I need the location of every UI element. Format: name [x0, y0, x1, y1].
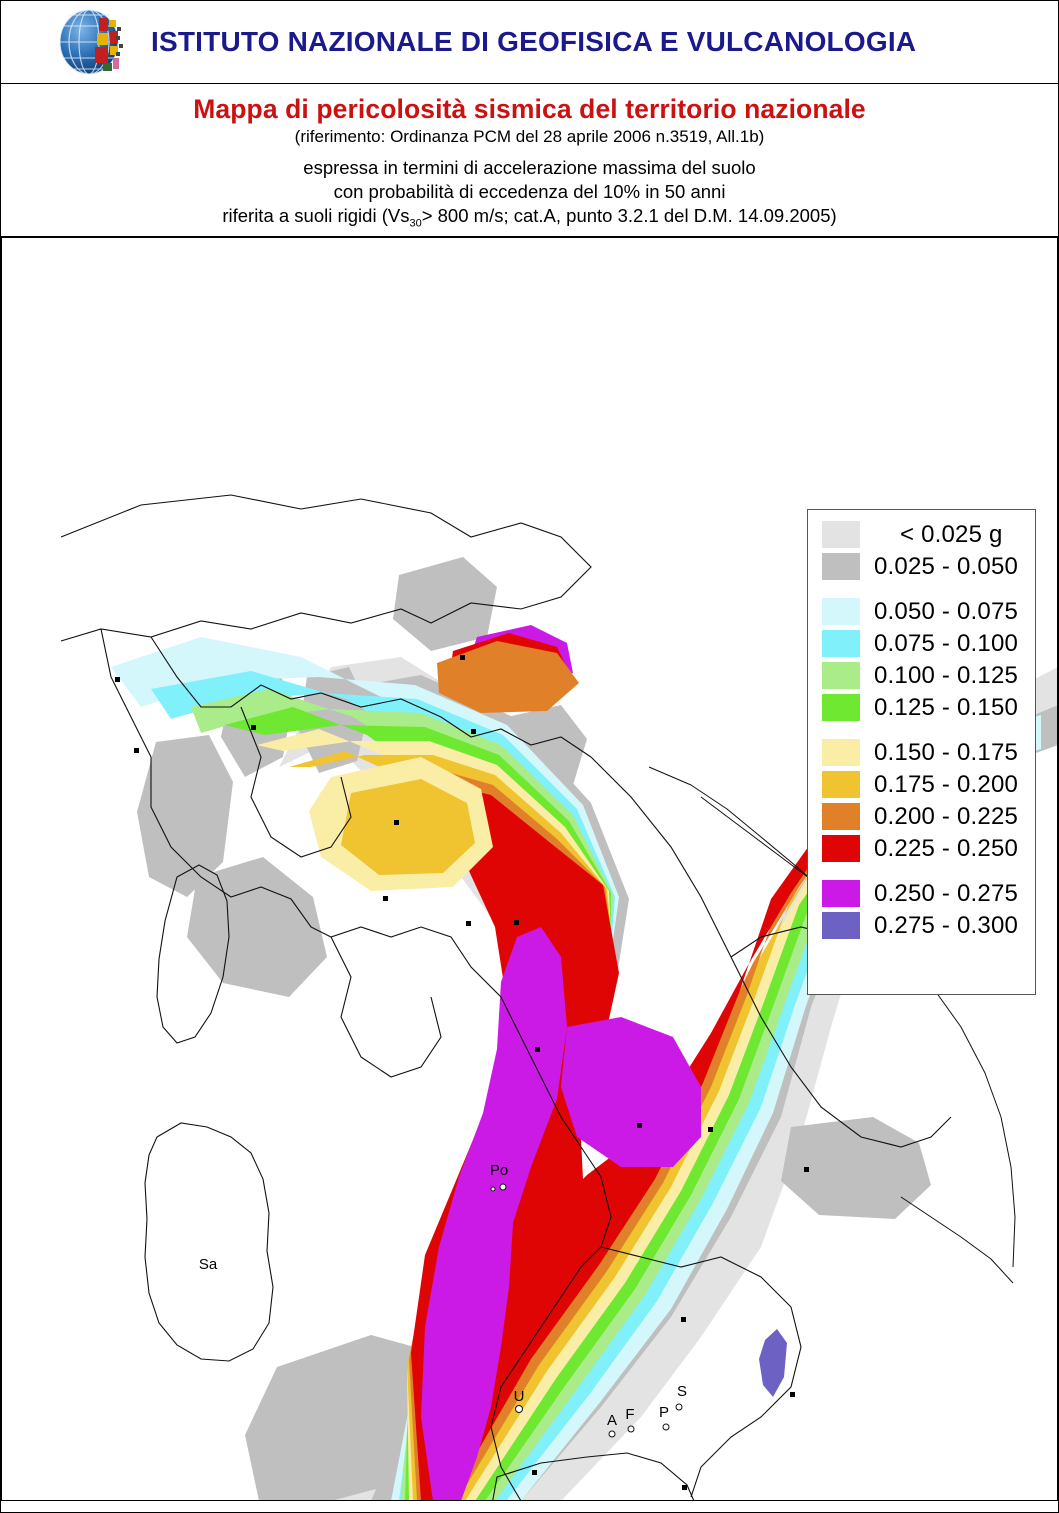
band-0250-0275	[421, 926, 567, 1501]
island-label-sa: Sa	[199, 1256, 218, 1273]
legend-group-gap-1	[808, 583, 1035, 596]
legend-item-10[interactable]: 0.250 - 0.275	[808, 878, 1035, 910]
island-label-p: P	[659, 1404, 669, 1421]
sardinia-outline	[144, 1122, 274, 1362]
legend-swatch-0	[822, 521, 860, 549]
map-frame-border	[1, 236, 1058, 1501]
island-code-labels: SaPoUAFPSPaPe	[199, 1162, 687, 1429]
legend-item-8[interactable]: 0.200 - 0.225	[808, 801, 1035, 833]
legend-item-7[interactable]: 0.175 - 0.200	[808, 769, 1035, 801]
band-0025-0050-n4	[187, 856, 327, 997]
legend-label-11: 0.275 - 0.300	[874, 911, 1019, 939]
legend-item-11[interactable]: 0.275 - 0.300	[808, 910, 1035, 942]
legend-label-7: 0.175 - 0.200	[874, 770, 1019, 798]
legend-swatch-4	[822, 662, 860, 690]
band-ne-orange	[437, 640, 579, 713]
legend-label-2: 0.050 - 0.075	[874, 597, 1019, 625]
legend-item-3[interactable]: 0.075 - 0.100	[808, 628, 1035, 660]
legend-item-1[interactable]: 0.025 - 0.050	[808, 551, 1035, 583]
vs30-subscript: 30	[409, 218, 422, 231]
legend-item-4[interactable]: 0.100 - 0.125	[808, 660, 1035, 692]
band-0250-0275-b	[561, 1016, 701, 1167]
legend-item-0[interactable]: < 0.025 g	[808, 519, 1035, 551]
legend-swatch-2	[822, 598, 860, 626]
legend-item-2[interactable]: 0.050 - 0.075	[808, 596, 1035, 628]
map-title-block: Mappa di pericolosità sismica del territ…	[1, 84, 1058, 237]
legend-swatch-1	[822, 553, 860, 581]
legend-label-6: 0.150 - 0.175	[874, 738, 1019, 766]
subtitle-line-3: riferita a suoli rigidi (Vs30> 800 m/s; …	[1, 204, 1058, 231]
island-label-f: F	[625, 1406, 634, 1423]
island-label-s: S	[677, 1383, 687, 1400]
subtitle-line-3-a: riferita a suoli rigidi (Vs	[222, 205, 410, 227]
legend-label-5: 0.125 - 0.150	[874, 693, 1019, 721]
legend-item-9[interactable]: 0.225 - 0.250	[808, 833, 1035, 865]
legend-group-gap-2	[808, 724, 1035, 737]
band-0275-0300-cal	[759, 1328, 787, 1397]
legend-swatch-11	[822, 912, 860, 940]
band-0025-0050-pg	[781, 1116, 931, 1219]
legend-label-1: 0.025 - 0.050	[874, 552, 1019, 580]
administrative-boundaries	[60, 494, 952, 1501]
legend-label-8: 0.200 - 0.225	[874, 802, 1019, 830]
hazard-map-canvas[interactable]: SaPoUAFPSPaPe < 0.025 g 0.025 - 0.050 0.…	[1, 236, 1058, 1501]
legend-item-6[interactable]: 0.150 - 0.175	[808, 737, 1035, 769]
subtitle-line-2: con probabilità di eccedenza del 10% in …	[333, 181, 726, 203]
legend-swatch-6	[822, 739, 860, 767]
institute-title: ISTITUTO NAZIONALE DI GEOFISICA E VULCAN…	[151, 26, 917, 57]
legend-swatch-3	[822, 630, 860, 658]
sicily-outline	[492, 1452, 695, 1501]
institute-header: ISTITUTO NAZIONALE DI GEOFISICA E VULCAN…	[1, 1, 1058, 84]
legend-label-9: 0.225 - 0.250	[874, 834, 1019, 862]
hazard-legend[interactable]: < 0.025 g 0.025 - 0.050 0.050 - 0.075 0.…	[807, 508, 1036, 995]
legend-label-0: < 0.025 g	[900, 520, 1003, 548]
corsica-outline	[156, 864, 230, 1044]
legend-swatch-7	[822, 771, 860, 799]
subtitle-line-3-b: > 800 m/s; cat.A, punto 3.2.1 del D.M. 1…	[421, 205, 837, 227]
band-0025-0050-ne	[393, 556, 497, 651]
legend-swatch-9	[822, 835, 860, 863]
legend-label-3: 0.075 - 0.100	[874, 629, 1019, 657]
ordinance-reference: (riferimento: Ordinanza PCM del 28 april…	[294, 127, 765, 147]
legend-swatch-8	[822, 803, 860, 831]
legend-label-10: 0.250 - 0.275	[874, 879, 1019, 907]
band-0125-0150	[225, 706, 995, 1501]
island-label-a: A	[607, 1412, 617, 1429]
legend-label-4: 0.100 - 0.125	[874, 661, 1019, 689]
island-label-u: U	[514, 1388, 525, 1405]
page-title: Mappa di pericolosità sismica del territ…	[193, 94, 866, 124]
city-markers	[115, 654, 809, 1490]
subtitle-line-1: espressa in termini di accelerazione mas…	[303, 156, 756, 178]
island-label-po: Po	[490, 1162, 508, 1179]
legend-swatch-5	[822, 694, 860, 722]
small-islands	[490, 1183, 683, 1438]
legend-group-gap-3	[808, 865, 1035, 878]
legend-swatch-10	[822, 880, 860, 908]
band-0025-0050-n1	[137, 734, 233, 897]
band-po-gold	[341, 778, 475, 875]
ingv-globe-logo	[53, 6, 129, 78]
legend-item-5[interactable]: 0.125 - 0.150	[808, 692, 1035, 724]
